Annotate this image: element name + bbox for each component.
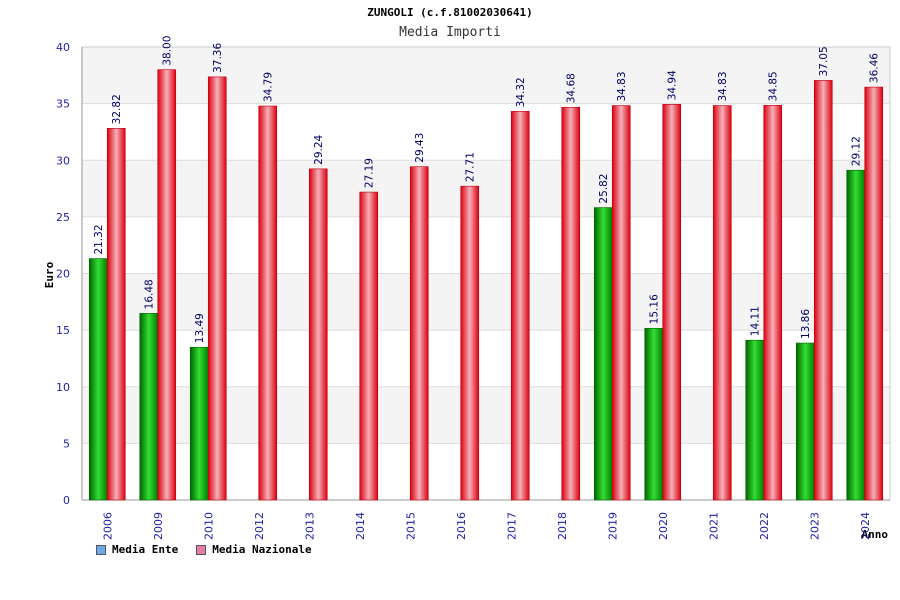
legend-item-ente: Media Ente (96, 543, 178, 556)
chart-subtitle: Media Importi (399, 25, 501, 40)
data-label: 21.32 (93, 224, 105, 254)
bar-media-nazionale (460, 185, 480, 501)
data-label: 38.00 (162, 36, 174, 66)
data-label: 34.94 (667, 70, 679, 100)
x-tick-label: 2010 (202, 512, 215, 540)
bar-media-nazionale (106, 128, 126, 501)
data-label: 34.68 (566, 73, 578, 103)
bar-media-ente (846, 169, 866, 501)
y-tick-label: 0 (63, 494, 70, 507)
y-tick-label: 35 (56, 98, 70, 111)
y-tick-label: 30 (56, 154, 70, 167)
x-tick-label: 2018 (556, 512, 569, 540)
chart-title: ZUNGOLI (c.f.81002030641) (367, 6, 533, 19)
x-tick-label: 2014 (354, 512, 367, 540)
x-tick-label: 2013 (303, 512, 316, 540)
data-label: 36.46 (869, 53, 881, 83)
data-label: 29.24 (313, 134, 325, 164)
legend-swatch-nazionale (196, 544, 207, 555)
bar-media-nazionale (207, 76, 227, 501)
x-tick-label: 2017 (505, 512, 518, 540)
y-tick-label: 15 (56, 324, 70, 337)
bar-media-ente (593, 207, 613, 501)
bar-media-nazionale (712, 105, 732, 501)
data-label: 37.36 (212, 43, 224, 73)
data-label: 34.32 (515, 77, 527, 107)
data-label: 13.49 (194, 313, 206, 343)
y-tick-label: 40 (56, 41, 70, 54)
bar-media-nazionale (662, 104, 682, 501)
x-tick-label: 2024 (859, 512, 872, 540)
bar-media-ente (189, 346, 209, 501)
x-tick-label: 2023 (808, 512, 821, 540)
data-label: 14.11 (750, 306, 762, 336)
legend-swatch-ente (96, 544, 106, 555)
y-tick-label: 5 (63, 437, 70, 450)
data-label: 27.19 (364, 158, 376, 188)
bar-media-nazionale (813, 80, 833, 501)
legend-label-ente: Media Ente (112, 543, 179, 556)
data-label: 29.43 (414, 133, 426, 163)
data-label: 37.05 (818, 46, 830, 76)
y-axis-label: Euro (43, 261, 56, 288)
y-tick-label: 10 (56, 381, 70, 394)
y-tick-label: 20 (56, 268, 70, 281)
bar-media-nazionale (763, 105, 783, 501)
x-tick-label: 2006 (101, 512, 114, 540)
data-label: 27.71 (465, 152, 477, 182)
x-tick-label: 2009 (152, 512, 165, 540)
x-tick-label: 2020 (657, 512, 670, 540)
bar-media-nazionale (409, 166, 429, 501)
bar-media-ente (745, 339, 765, 501)
data-label: 15.16 (649, 294, 661, 324)
bar-media-ente (795, 342, 815, 501)
data-label: 13.86 (800, 309, 812, 339)
data-label: 34.83 (616, 71, 628, 101)
x-tick-label: 2016 (455, 512, 468, 540)
bar-media-nazionale (561, 106, 581, 501)
y-tick-label: 25 (56, 211, 70, 224)
bar-media-nazionale (611, 105, 631, 501)
bar-media-nazionale (510, 111, 530, 501)
legend-label-nazionale: Media Nazionale (212, 543, 312, 556)
data-label: 34.85 (768, 71, 780, 101)
data-label: 25.82 (598, 174, 610, 204)
legend-item-nazionale: Media Nazionale (196, 543, 312, 556)
x-axis-label: Anno (862, 528, 889, 541)
data-label: 16.48 (144, 279, 156, 309)
x-tick-label: 2012 (253, 512, 266, 540)
bar-media-ente (88, 258, 108, 501)
x-tick-label: 2022 (758, 512, 771, 540)
bar-media-ente (644, 328, 664, 501)
bar-media-nazionale (157, 69, 177, 501)
x-tick-label: 2015 (404, 512, 417, 540)
bar-media-nazionale (864, 86, 884, 501)
bar-media-nazionale (258, 105, 278, 501)
bar-media-ente (139, 313, 159, 501)
data-label: 32.82 (111, 94, 123, 124)
data-label: 29.12 (851, 136, 863, 166)
x-tick-label: 2019 (606, 512, 619, 540)
legend: Media Ente Media Nazionale (96, 543, 312, 556)
bar-media-nazionale (308, 168, 328, 501)
data-label: 34.79 (263, 72, 275, 102)
data-label: 34.83 (717, 71, 729, 101)
x-tick-label: 2021 (707, 512, 720, 540)
bar-media-nazionale (359, 191, 379, 501)
